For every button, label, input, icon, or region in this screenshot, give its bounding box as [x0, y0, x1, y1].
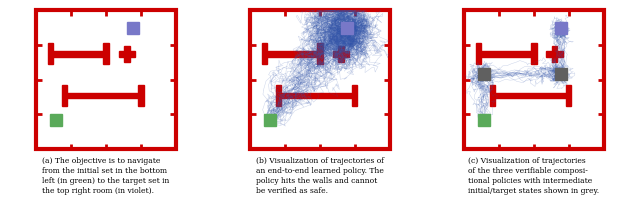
Text: (a) The objective is to navigate
from the initial set in the bottom
left (in gre: (a) The objective is to navigate from th…: [42, 156, 170, 194]
Bar: [262, 44, 267, 65]
Bar: [555, 23, 566, 34]
Bar: [478, 114, 490, 126]
Bar: [566, 86, 572, 107]
Bar: [127, 23, 139, 34]
Bar: [118, 52, 135, 57]
Bar: [555, 68, 566, 80]
Bar: [478, 52, 534, 57]
Bar: [61, 86, 67, 107]
Text: (b) Visualization of trajectories of
an end-to-end learned policy. The
policy hi: (b) Visualization of trajectories of an …: [256, 156, 384, 194]
Text: (c) Visualization of trajectories
of the three verifiable composi-
tional polici: (c) Visualization of trajectories of the…: [468, 156, 600, 194]
Bar: [51, 52, 106, 57]
Bar: [124, 46, 129, 63]
Bar: [478, 68, 490, 80]
Bar: [264, 52, 320, 57]
Bar: [51, 114, 62, 126]
Bar: [138, 86, 143, 107]
Bar: [104, 44, 109, 65]
Bar: [64, 94, 141, 99]
Bar: [352, 86, 358, 107]
Bar: [278, 94, 355, 99]
Bar: [492, 94, 569, 99]
Bar: [48, 44, 53, 65]
Bar: [276, 86, 281, 107]
Bar: [552, 46, 557, 63]
Bar: [264, 114, 276, 126]
Bar: [531, 44, 536, 65]
Bar: [547, 52, 563, 57]
Bar: [333, 52, 349, 57]
Bar: [490, 86, 495, 107]
Bar: [476, 44, 481, 65]
Bar: [341, 23, 353, 34]
Bar: [339, 46, 344, 63]
Bar: [317, 44, 323, 65]
